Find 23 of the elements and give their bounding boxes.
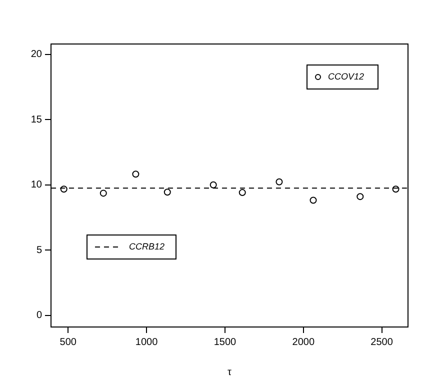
y-tick-label: 20: [30, 49, 42, 60]
point: [210, 181, 217, 188]
y-tick-label: 5: [36, 244, 42, 256]
y-tick-label: 15: [30, 114, 42, 126]
legend-label: CCRB12: [129, 242, 165, 252]
point: [60, 186, 68, 193]
x-tick-label: 2000: [292, 336, 315, 348]
x-tick-label: 500: [60, 336, 77, 348]
x-axis-title: τ: [228, 366, 232, 378]
point: [276, 178, 283, 186]
y-tick-label: 10: [30, 180, 42, 191]
point: [238, 189, 246, 196]
point: [310, 196, 317, 204]
x-tick-label: 1000: [135, 336, 158, 348]
point: [100, 190, 107, 197]
x-tick-label: 2500: [370, 336, 394, 348]
y-tick-label: 0: [36, 310, 42, 322]
point: [356, 193, 364, 200]
legend-label: CCOV12: [328, 72, 364, 82]
point: [392, 186, 400, 193]
point: [132, 170, 140, 178]
x-tick-label: 1500: [214, 336, 237, 348]
point: [164, 188, 171, 196]
